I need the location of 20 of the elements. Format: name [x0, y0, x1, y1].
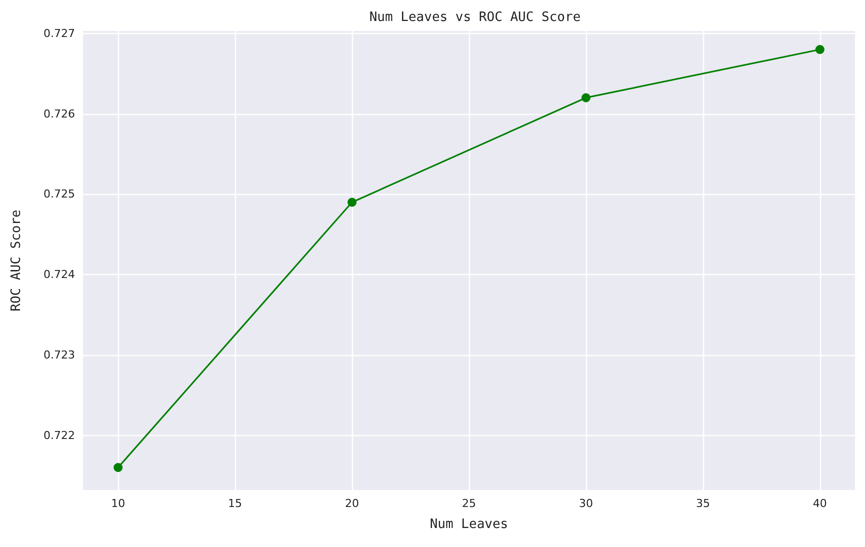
- y-tick-label: 0.722: [44, 428, 75, 442]
- y-tick-label: 0.725: [44, 188, 75, 201]
- point: [581, 93, 590, 102]
- x-tick-label: 25: [462, 497, 476, 510]
- x-tick-label: 30: [578, 497, 593, 510]
- y-tick-label: 0.723: [44, 348, 75, 362]
- chart-title: Num Leaves vs ROC AUC Score: [369, 10, 581, 25]
- point: [114, 462, 123, 472]
- y-tick-label: 0.726: [44, 107, 75, 120]
- y-tick-label: 0.724: [44, 268, 75, 282]
- x-axis-title: Num Leaves: [430, 517, 508, 532]
- x-tick-label: 20: [345, 497, 360, 510]
- x-tick-label: 10: [111, 497, 126, 510]
- x-tick-label: 35: [696, 497, 710, 510]
- x-tick-label: 40: [812, 497, 827, 510]
- point: [815, 44, 824, 54]
- y-axis-title: ROC AUC Score: [9, 209, 24, 312]
- y-tick-label: 0.727: [44, 26, 75, 40]
- x-tick-label: 15: [228, 497, 242, 510]
- point: [348, 198, 357, 207]
